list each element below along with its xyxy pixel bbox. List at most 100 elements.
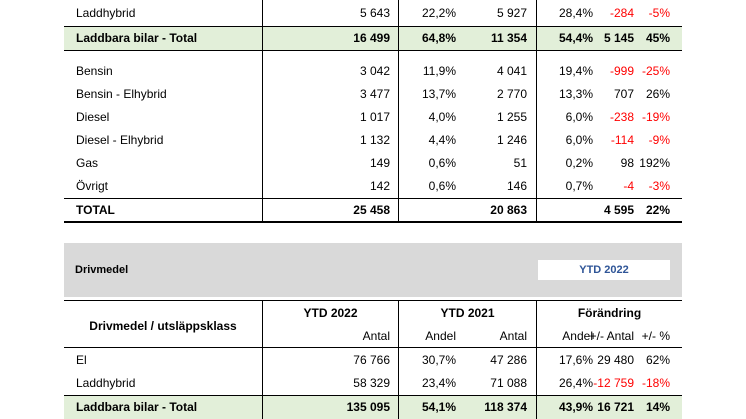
cell-ytd2022-andel: 30,7% xyxy=(421,353,456,367)
cell-ytd2021-antal: 51 xyxy=(513,156,527,170)
cell-ytd2021-andel: 17,6% xyxy=(558,353,593,367)
row-label: Laddbara bilar - Total xyxy=(76,400,198,414)
cell-ytd2021-antal: 47 286 xyxy=(490,353,527,367)
cell-ytd2021-antal: 11 354 xyxy=(490,31,527,45)
cell-diff-antal: -238 xyxy=(609,110,634,124)
row-label: Laddhybrid xyxy=(76,376,136,390)
cell-ytd2022-antal: 3 042 xyxy=(359,64,390,78)
cell-diff-antal: 16 721 xyxy=(597,400,634,414)
row-label: Gas xyxy=(76,156,99,170)
cell-diff-pct: -3% xyxy=(648,179,670,193)
cell-ytd2022-antal: 25 458 xyxy=(353,203,390,217)
row-label: Bensin - Elhybrid xyxy=(76,87,167,101)
table-row: Laddhybrid 5 643 22,2% 5 927 28,4% -284 … xyxy=(64,2,682,25)
table-row: Bensin 3 042 11,9% 4 041 19,4% -999 -25% xyxy=(64,60,682,83)
cell-ytd2021-andel: 19,4% xyxy=(558,64,593,78)
subheader-antal: Antal xyxy=(499,329,527,343)
cell-diff-pct: 45% xyxy=(645,31,670,45)
column-header-change: Förändring xyxy=(577,306,642,320)
subheader-diff-antal: +/- Antal xyxy=(589,329,634,343)
cell-diff-antal: -284 xyxy=(609,6,634,20)
cell-ytd2022-antal: 58 329 xyxy=(353,376,390,390)
cell-diff-antal: 4 595 xyxy=(603,203,634,217)
cell-ytd2021-antal: 1 255 xyxy=(496,110,527,124)
cell-diff-pct: -9% xyxy=(648,133,670,147)
section-title: Drivmedel xyxy=(75,264,129,276)
table-row: El 76 766 30,7% 47 286 17,6% 29 480 62% xyxy=(64,349,682,372)
cell-diff-antal: 5 145 xyxy=(603,31,634,45)
cell-diff-pct: 22% xyxy=(645,203,670,217)
period-box: YTD 2022 xyxy=(538,260,670,280)
column-divider xyxy=(536,0,537,222)
cell-ytd2022-antal: 76 766 xyxy=(353,353,390,367)
divider xyxy=(64,50,682,51)
cell-ytd2022-andel: 0,6% xyxy=(428,156,456,170)
column-divider xyxy=(262,0,263,222)
table-row: Bensin - Elhybrid 3 477 13,7% 2 770 13,3… xyxy=(64,83,682,106)
cell-ytd2021-andel: 28,4% xyxy=(558,6,593,20)
column-header-label: Drivmedel / utsläppsklass xyxy=(89,319,237,333)
cell-ytd2022-antal: 3 477 xyxy=(359,87,390,101)
table-row-total: TOTAL 25 458 20 863 4 595 22% xyxy=(64,199,682,222)
row-label: Bensin xyxy=(76,64,113,78)
cell-ytd2021-antal: 20 863 xyxy=(490,203,527,217)
row-label: TOTAL xyxy=(76,203,115,217)
cell-ytd2021-antal: 4 041 xyxy=(496,64,527,78)
column-divider xyxy=(398,300,399,419)
column-header-ytd2021: YTD 2021 xyxy=(440,306,495,320)
cell-diff-pct: -19% xyxy=(641,110,670,124)
table-row-subtotal: Laddbara bilar - Total 16 499 64,8% 11 3… xyxy=(64,27,682,50)
cell-diff-antal: -12 759 xyxy=(593,376,634,390)
divider xyxy=(64,221,682,223)
cell-ytd2022-andel: 54,1% xyxy=(421,400,456,414)
table-row: Övrigt 142 0,6% 146 0,7% -4 -3% xyxy=(64,175,682,198)
cell-diff-antal: -999 xyxy=(609,64,634,78)
cell-ytd2021-andel: 6,0% xyxy=(565,133,593,147)
cell-ytd2021-antal: 146 xyxy=(506,179,527,193)
cell-ytd2022-andel: 11,9% xyxy=(422,64,456,78)
table-row: Diesel 1 017 4,0% 1 255 6,0% -238 -19% xyxy=(64,106,682,129)
cell-ytd2021-andel: 54,4% xyxy=(558,31,593,45)
cell-ytd2022-andel: 4,4% xyxy=(428,133,456,147)
column-divider xyxy=(536,300,537,419)
cell-ytd2022-andel: 0,6% xyxy=(428,179,456,193)
table-row: Gas 149 0,6% 51 0,2% 98 192% xyxy=(64,152,682,175)
cell-ytd2021-antal: 71 088 xyxy=(490,376,527,390)
divider xyxy=(64,300,682,301)
cell-ytd2022-andel: 23,4% xyxy=(421,376,456,390)
cell-ytd2021-andel: 0,2% xyxy=(565,156,593,170)
cell-diff-antal: 29 480 xyxy=(597,353,634,367)
cell-ytd2021-andel: 0,7% xyxy=(565,179,593,193)
cell-ytd2022-andel: 22,2% xyxy=(421,6,456,20)
cell-ytd2021-andel: 43,9% xyxy=(558,400,593,414)
cell-ytd2022-antal: 142 xyxy=(369,179,390,193)
row-label: Diesel - Elhybrid xyxy=(76,133,164,147)
divider xyxy=(64,395,682,396)
cell-ytd2021-andel: 13,3% xyxy=(558,87,593,101)
cell-ytd2022-andel: 64,8% xyxy=(421,31,456,45)
cell-ytd2022-antal: 16 499 xyxy=(353,31,390,45)
divider xyxy=(64,26,682,27)
cell-ytd2022-antal: 135 095 xyxy=(346,400,390,414)
cell-ytd2021-antal: 1 246 xyxy=(496,133,527,147)
row-label: El xyxy=(76,353,87,367)
cell-diff-pct: 14% xyxy=(645,400,670,414)
row-label: Laddhybrid xyxy=(76,6,136,20)
divider xyxy=(64,347,682,348)
cell-ytd2021-andel: 6,0% xyxy=(565,110,593,124)
column-divider xyxy=(398,0,399,222)
cell-ytd2022-antal: 1 017 xyxy=(359,110,390,124)
column-header-ytd2022: YTD 2022 xyxy=(303,306,358,320)
cell-ytd2021-antal: 118 374 xyxy=(484,400,527,414)
column-divider xyxy=(262,300,263,419)
cell-ytd2022-andel: 4,0% xyxy=(428,110,456,124)
subheader-diff-pct: +/- % xyxy=(641,329,670,343)
cell-ytd2022-antal: 5 643 xyxy=(359,6,390,20)
cell-ytd2022-antal: 1 132 xyxy=(359,133,390,147)
divider xyxy=(64,198,682,199)
table-row: Diesel - Elhybrid 1 132 4,4% 1 246 6,0% … xyxy=(64,129,682,152)
cell-diff-antal: -114 xyxy=(610,133,634,147)
subheader-andel: Andel xyxy=(425,329,456,343)
cell-ytd2021-antal: 2 770 xyxy=(496,87,527,101)
row-label: Övrigt xyxy=(76,179,109,193)
